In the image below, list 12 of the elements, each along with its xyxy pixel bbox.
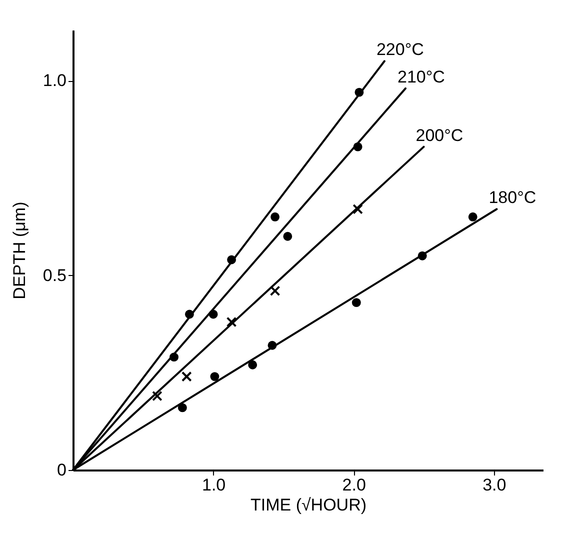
series-label: 180°C [488, 188, 536, 208]
series-label: 200°C [416, 126, 464, 145]
x-tick-label: 2.0 [342, 476, 366, 494]
y-tick-label: 0 [57, 460, 66, 480]
x-axis-title: TIME (√HOUR) [250, 496, 367, 514]
y-axis-title: DEPTH (μm) [10, 202, 29, 300]
y-tick-label: 1.0 [42, 71, 66, 90]
x-tick-label: 3.0 [482, 476, 506, 494]
series-label: 220°C [376, 40, 424, 60]
series-label: 210°C [398, 67, 445, 86]
x-tick-label: 1.0 [202, 476, 226, 494]
y-tick-label: 0.5 [42, 266, 66, 285]
